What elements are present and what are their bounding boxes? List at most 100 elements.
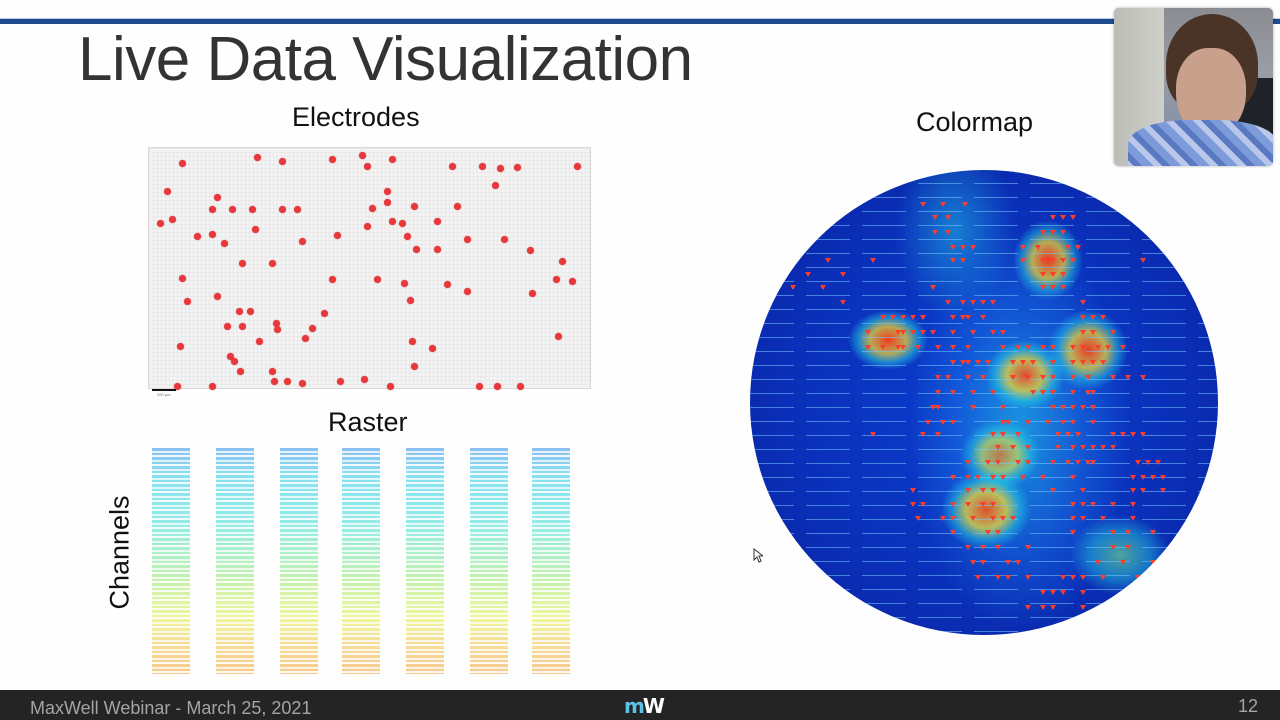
- active-electrode-marker: [1160, 488, 1166, 493]
- active-electrode-marker: [1150, 475, 1156, 480]
- active-electrode-marker: [1080, 502, 1086, 507]
- active-electrode-marker: [910, 330, 916, 335]
- active-electrode-marker: [995, 575, 1001, 580]
- active-electrode-marker: [1060, 230, 1066, 235]
- electrode-spike-marker: [302, 335, 309, 342]
- active-electrode-marker: [965, 488, 971, 493]
- active-electrode-marker: [970, 300, 976, 305]
- active-electrode-marker: [1090, 420, 1096, 425]
- active-electrode-marker: [1060, 420, 1066, 425]
- active-electrode-marker: [1010, 375, 1016, 380]
- electrode-spike-marker: [179, 160, 186, 167]
- active-electrode-marker: [995, 460, 1001, 465]
- electrode-spike-marker: [214, 293, 221, 300]
- active-electrode-marker: [940, 202, 946, 207]
- active-electrode-marker: [1025, 420, 1031, 425]
- active-electrode-marker: [935, 432, 941, 437]
- scale-bar: [152, 389, 176, 391]
- active-electrode-marker: [1090, 360, 1096, 365]
- active-electrode-marker: [1070, 530, 1076, 535]
- electrode-spike-marker: [411, 363, 418, 370]
- active-electrode-marker: [1110, 445, 1116, 450]
- active-electrode-marker: [1075, 432, 1081, 437]
- electrode-spike-marker: [514, 164, 521, 171]
- active-electrode-marker: [1155, 460, 1161, 465]
- active-electrode-marker: [935, 375, 941, 380]
- raster-burst: [532, 448, 570, 674]
- active-electrode-marker: [1140, 258, 1146, 263]
- active-electrode-marker: [1050, 375, 1056, 380]
- active-electrode-marker: [960, 245, 966, 250]
- active-electrode-marker: [1090, 315, 1096, 320]
- active-electrode-marker: [1110, 530, 1116, 535]
- active-electrode-marker: [1055, 445, 1061, 450]
- active-electrode-marker: [950, 330, 956, 335]
- active-electrode-marker: [1000, 330, 1006, 335]
- active-electrode-marker: [970, 560, 976, 565]
- active-electrode-marker: [1070, 502, 1076, 507]
- active-electrode-marker: [950, 420, 956, 425]
- active-electrode-marker: [1050, 390, 1056, 395]
- raster-burst: [406, 448, 444, 674]
- active-electrode-marker: [950, 258, 956, 263]
- electrode-spike-marker: [476, 383, 483, 390]
- active-electrode-marker: [1030, 360, 1036, 365]
- active-electrode-marker: [1140, 432, 1146, 437]
- active-electrode-marker: [1100, 516, 1106, 521]
- active-electrode-marker: [1015, 345, 1021, 350]
- active-electrode-marker: [970, 390, 976, 395]
- active-electrode-marker: [1065, 460, 1071, 465]
- electrode-spike-marker: [194, 233, 201, 240]
- slide: Live Data Visualization Electrodes 200 µ…: [0, 18, 1280, 674]
- active-electrode-marker: [1080, 300, 1086, 305]
- electrode-spike-marker: [364, 163, 371, 170]
- active-electrode-marker: [1075, 245, 1081, 250]
- electrode-spike-marker: [413, 246, 420, 253]
- active-electrode-marker: [1010, 516, 1016, 521]
- active-electrode-marker: [915, 345, 921, 350]
- electrode-spike-marker: [517, 383, 524, 390]
- electrode-spike-marker: [389, 156, 396, 163]
- active-electrode-marker: [1040, 272, 1046, 277]
- active-electrode-marker: [960, 315, 966, 320]
- electrode-spike-marker: [209, 383, 216, 390]
- footer-text: MaxWell Webinar - March 25, 2021: [30, 698, 312, 718]
- electrode-spike-marker: [389, 218, 396, 225]
- active-electrode-marker: [975, 475, 981, 480]
- active-electrode-marker: [865, 330, 871, 335]
- active-electrode-marker: [980, 502, 986, 507]
- active-electrode-marker: [962, 202, 968, 207]
- active-electrode-marker: [950, 345, 956, 350]
- electrode-spike-marker: [559, 258, 566, 265]
- active-electrode-marker: [1080, 516, 1086, 521]
- active-electrode-marker: [895, 345, 901, 350]
- active-electrode-marker: [1065, 432, 1071, 437]
- electrode-spike-marker: [169, 216, 176, 223]
- active-electrode-marker: [1050, 215, 1056, 220]
- active-electrode-marker: [1100, 575, 1106, 580]
- electrode-spike-marker: [271, 378, 278, 385]
- electrode-spike-marker: [429, 345, 436, 352]
- electrode-spike-marker: [494, 383, 501, 390]
- electrode-spike-marker: [274, 326, 281, 333]
- active-electrode-marker: [1140, 475, 1146, 480]
- active-electrode-marker: [965, 502, 971, 507]
- active-electrode-marker: [1005, 420, 1011, 425]
- active-electrode-marker: [1120, 560, 1126, 565]
- active-electrode-marker: [965, 545, 971, 550]
- active-electrode-marker: [980, 375, 986, 380]
- active-electrode-marker: [965, 375, 971, 380]
- active-electrode-marker: [1025, 460, 1031, 465]
- active-electrode-marker: [1020, 475, 1026, 480]
- electrode-spike-marker: [337, 378, 344, 385]
- active-electrode-marker: [1050, 272, 1056, 277]
- active-electrode-marker: [965, 460, 971, 465]
- active-electrode-marker: [1075, 460, 1081, 465]
- electrode-spike-marker: [404, 233, 411, 240]
- active-electrode-marker: [925, 420, 931, 425]
- active-electrode-marker: [1010, 445, 1016, 450]
- active-electrode-marker: [1090, 390, 1096, 395]
- active-electrode-marker: [1070, 445, 1076, 450]
- active-electrode-marker: [1110, 375, 1116, 380]
- active-electrode-marker: [950, 502, 956, 507]
